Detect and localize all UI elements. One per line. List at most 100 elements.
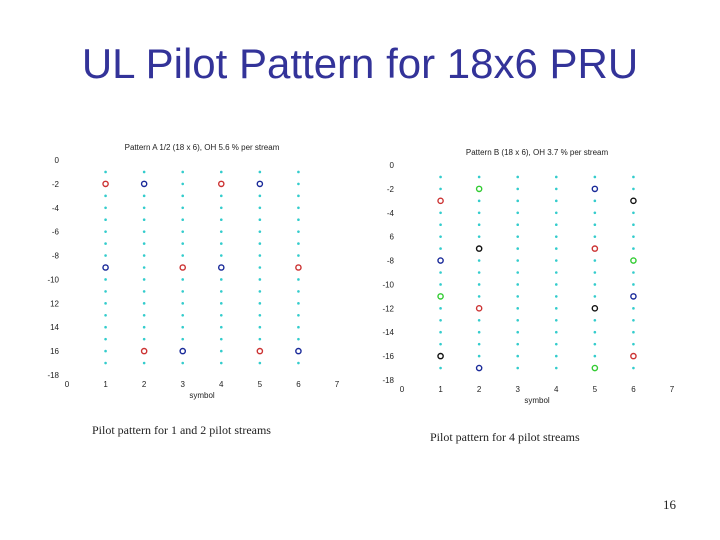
y-tick-label: -18: [47, 371, 59, 380]
data-subcarrier-dot: [181, 206, 185, 210]
y-tick-label: 6: [390, 233, 395, 242]
y-tick-label: 0: [55, 156, 60, 165]
x-tick-label: 6: [296, 380, 301, 389]
pilot-marker-red: [140, 347, 148, 355]
data-subcarrier-dot: [554, 187, 558, 191]
data-subcarrier-dot: [554, 211, 558, 215]
data-subcarrier-dot: [219, 254, 223, 257]
data-subcarrier-dot: [439, 366, 442, 370]
data-subcarrier-dot: [258, 313, 262, 317]
data-subcarrier-dot: [477, 318, 481, 322]
data-subcarrier-dot: [258, 278, 262, 281]
data-subcarrier-dot: [297, 218, 300, 222]
data-subcarrier-dot: [593, 271, 597, 274]
data-subcarrier-dot: [477, 295, 481, 298]
data-subcarrier-dot: [554, 342, 558, 346]
data-subcarrier-dot: [477, 283, 481, 286]
caption-right: Pilot pattern for 4 pilot streams: [430, 430, 580, 444]
pilot-marker-blue: [437, 257, 444, 264]
data-subcarrier-dot: [516, 342, 520, 346]
data-subcarrier-dot: [181, 337, 185, 341]
data-subcarrier-dot: [219, 302, 223, 305]
data-subcarrier-dot: [104, 218, 107, 222]
data-subcarrier-dot: [181, 242, 185, 245]
data-subcarrier-dot: [104, 302, 107, 305]
data-subcarrier-dot: [516, 187, 520, 191]
data-subcarrier-dot: [632, 307, 635, 310]
data-subcarrier-dot: [297, 194, 300, 198]
data-subcarrier-dot: [593, 354, 597, 358]
data-subcarrier-dot: [632, 318, 635, 322]
pilot-marker-black: [630, 197, 637, 205]
slide-title: UL Pilot Pattern for 18x6 PRU: [81, 40, 639, 87]
x-tick-label: 2: [477, 385, 482, 394]
data-subcarrier-dot: [297, 290, 300, 293]
data-subcarrier-dot: [516, 307, 520, 310]
data-subcarrier-dot: [181, 361, 185, 365]
page-number: 16: [663, 497, 676, 512]
x-tick-label: 1: [103, 380, 108, 389]
y-tick-label: 0: [390, 161, 395, 170]
data-subcarrier-dot: [181, 194, 185, 198]
data-subcarrier-dot: [258, 266, 262, 269]
data-subcarrier-dot: [258, 194, 262, 198]
data-subcarrier-dot: [554, 199, 558, 203]
data-subcarrier-dot: [439, 307, 442, 310]
data-subcarrier-dot: [142, 361, 146, 365]
data-subcarrier-dot: [181, 230, 185, 233]
data-subcarrier-dot: [554, 318, 558, 322]
pilot-marker-red: [437, 197, 444, 205]
data-subcarrier-dot: [516, 295, 520, 298]
data-subcarrier-dot: [297, 230, 300, 233]
data-subcarrier-dot: [104, 313, 107, 317]
x-tick-label: 6: [631, 385, 636, 394]
pilot-marker-green: [475, 185, 483, 193]
data-subcarrier-dot: [297, 325, 300, 329]
y-tick-label: -2: [52, 180, 60, 189]
data-subcarrier-dot: [104, 194, 107, 198]
pilot-marker-red: [475, 305, 483, 312]
y-tick-label: -2: [387, 185, 395, 194]
data-subcarrier-dot: [181, 278, 185, 281]
data-subcarrier-dot: [258, 302, 262, 305]
data-subcarrier-dot: [593, 295, 597, 298]
data-subcarrier-dot: [219, 194, 223, 198]
data-subcarrier-dot: [104, 278, 107, 281]
data-subcarrier-dot: [477, 271, 481, 274]
data-subcarrier-dot: [477, 211, 481, 215]
chart-title: Pattern B (18 x 6), OH 3.7 % per stream: [466, 148, 609, 157]
data-subcarrier-dot: [142, 337, 146, 341]
data-subcarrier-dot: [181, 182, 185, 186]
data-subcarrier-dot: [516, 211, 520, 215]
data-subcarrier-dot: [219, 206, 223, 210]
data-subcarrier-dot: [181, 313, 185, 317]
data-subcarrier-dot: [477, 354, 481, 358]
data-subcarrier-dot: [142, 218, 146, 222]
data-subcarrier-dot: [632, 283, 635, 286]
data-subcarrier-dot: [516, 223, 520, 227]
data-subcarrier-dot: [297, 182, 300, 186]
data-subcarrier-dot: [181, 290, 185, 293]
data-subcarrier-dot: [593, 175, 597, 179]
data-subcarrier-dot: [297, 302, 300, 305]
y-tick-label: -14: [382, 328, 394, 337]
data-subcarrier-dot: [439, 283, 442, 286]
data-subcarrier-dot: [258, 218, 262, 222]
data-subcarrier-dot: [258, 170, 262, 174]
chart-title: Pattern A 1/2 (18 x 6), OH 5.6 % per str…: [125, 143, 280, 152]
y-tick-label: -10: [47, 275, 59, 284]
data-subcarrier-dot: [219, 290, 223, 293]
data-subcarrier-dot: [104, 230, 107, 233]
x-tick-label: 3: [515, 385, 520, 394]
data-subcarrier-dot: [258, 337, 262, 341]
data-subcarrier-dot: [632, 175, 635, 179]
data-subcarrier-dot: [297, 170, 300, 174]
data-subcarrier-dot: [181, 302, 185, 305]
data-subcarrier-dot: [632, 247, 635, 250]
data-subcarrier-dot: [477, 330, 481, 334]
data-subcarrier-dot: [554, 295, 558, 298]
x-axis-label: symbol: [524, 396, 550, 405]
y-tick-label: -8: [52, 252, 60, 261]
data-subcarrier-dot: [516, 247, 520, 250]
data-subcarrier-dot: [554, 354, 558, 358]
